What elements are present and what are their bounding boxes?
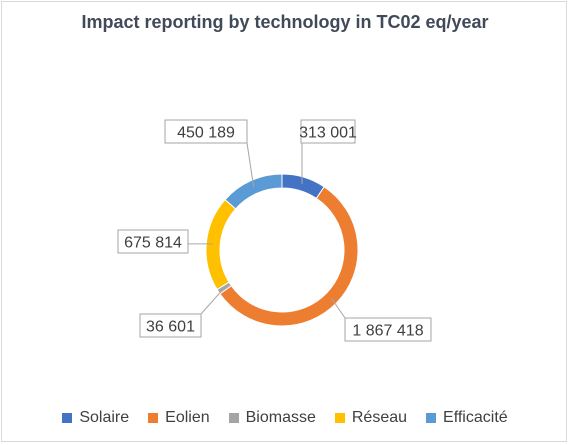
legend-swatch [426, 413, 437, 423]
data-label-solaire: 313 001 [299, 125, 357, 142]
legend-item-eolien: Eolien [148, 409, 210, 427]
leader-line-efficacité [246, 142, 255, 188]
legend-item-solaire: Solaire [62, 409, 129, 427]
legend-swatch [334, 413, 345, 423]
legend-label: Eolien [165, 409, 210, 426]
data-label-box-eolien [344, 317, 432, 342]
data-label-box-biomasse [139, 313, 202, 338]
legend-swatch [62, 413, 73, 423]
data-label-box-solaire [300, 119, 356, 144]
legend-swatch [228, 413, 239, 423]
data-label-efficacité: 450 189 [177, 125, 235, 142]
donut-slice-efficacité [224, 173, 283, 210]
data-label-réseau: 675 814 [124, 235, 182, 252]
donut-slice-eolien [219, 186, 359, 327]
leader-line-eolien [331, 297, 346, 319]
chart-legend: Solaire Eolien Biomasse Réseau Efficacité [0, 409, 570, 427]
donut-slice-solaire [281, 173, 325, 200]
legend-label: Biomasse [245, 409, 316, 426]
data-label-biomasse: 36 601 [146, 319, 195, 336]
legend-label: Réseau [351, 409, 408, 426]
data-label-eolien: 1 867 418 [352, 323, 423, 340]
donut-slice-réseau [205, 198, 237, 291]
data-label-box-réseau [117, 229, 189, 254]
data-label-box-efficacité [164, 119, 248, 144]
leader-line-biomasse [200, 287, 225, 315]
legend-item-biomasse: Biomasse [228, 409, 316, 427]
legend-label: Solaire [79, 409, 130, 426]
legend-label: Efficacité [443, 409, 508, 426]
legend-item-efficacité: Efficacité [426, 409, 508, 427]
legend-item-réseau: Réseau [334, 409, 408, 427]
chart-title: Impact reporting by technology in TC02 e… [81, 12, 489, 32]
legend-swatch [148, 413, 159, 423]
